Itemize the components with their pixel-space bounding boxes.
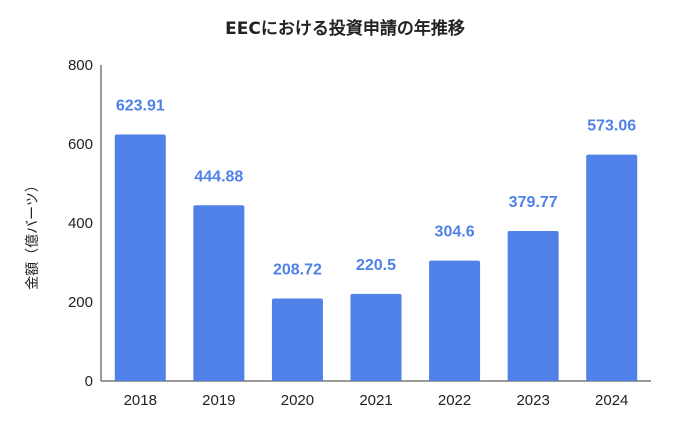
data-label-2018: 623.91 [116, 98, 165, 115]
x-tick-label: 2021 [359, 392, 392, 409]
data-label-2022: 304.6 [435, 224, 475, 241]
x-tick-label: 2024 [595, 392, 628, 409]
data-label-2020: 208.72 [273, 262, 322, 279]
y-axis-label: 金額（億バーツ） [25, 178, 41, 290]
bars [114, 134, 638, 381]
x-tick-label: 2020 [281, 392, 314, 409]
bar-2019 [193, 205, 245, 381]
bar-2023 [507, 230, 559, 381]
bar-2021 [350, 293, 402, 381]
data-label-2019: 444.88 [194, 168, 243, 185]
bar-2022 [429, 260, 481, 381]
x-tick-label: 2023 [516, 392, 549, 409]
data-label-2024: 573.06 [587, 118, 636, 135]
y-tick-label: 200 [68, 294, 93, 311]
y-tick-label: 0 [85, 373, 93, 390]
y-tick-label: 600 [68, 136, 93, 153]
x-ticks: 2018 2019 2020 2021 2022 2023 2024 [124, 392, 629, 409]
chart-title: EECにおける投資申請の年推移 [225, 18, 465, 39]
x-tick-label: 2019 [202, 392, 235, 409]
x-tick-label: 2018 [124, 392, 157, 409]
data-label-2021: 220.5 [356, 257, 396, 274]
data-label-2023: 379.77 [509, 194, 558, 211]
x-tick-label: 2022 [438, 392, 471, 409]
y-ticks: 0 200 400 600 800 [68, 57, 93, 390]
bar-2024 [586, 154, 638, 381]
bar-2020 [271, 298, 323, 381]
y-tick-label: 400 [68, 215, 93, 232]
bar-2018 [114, 134, 166, 381]
y-tick-label: 800 [68, 57, 93, 74]
data-labels: 623.91 444.88 208.72 220.5 304.6 379.77 573.06 [116, 98, 636, 279]
